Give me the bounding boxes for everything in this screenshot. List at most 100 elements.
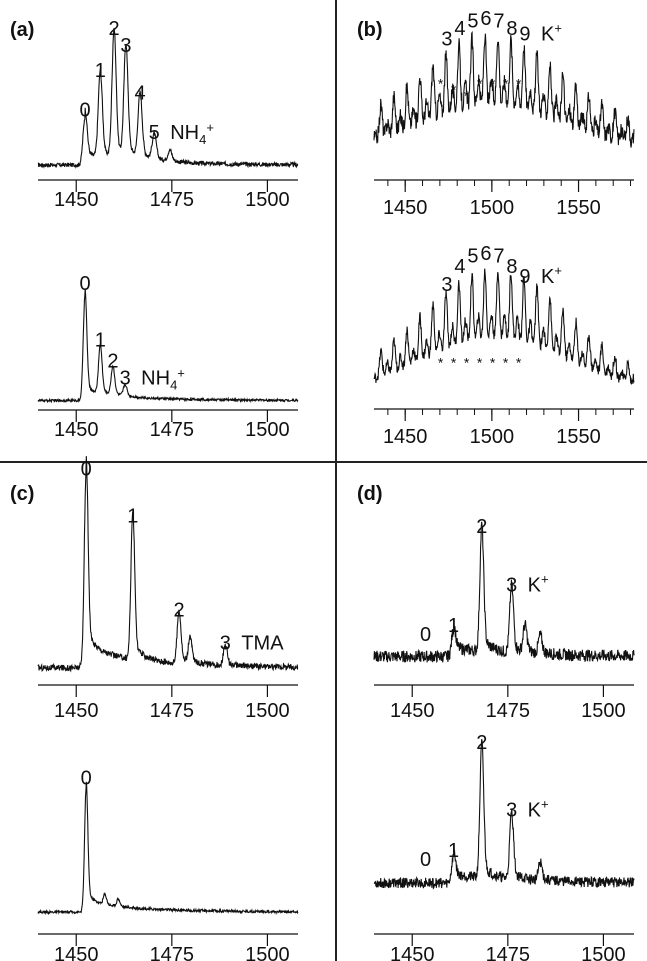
series-line bbox=[37, 781, 299, 916]
series-line bbox=[373, 521, 635, 664]
peak-label: 1 bbox=[448, 840, 459, 862]
panel-label-d: (d) bbox=[357, 483, 383, 505]
series-line bbox=[37, 288, 299, 404]
peak-label: 2 bbox=[107, 350, 118, 372]
peak-label: 0 bbox=[79, 273, 90, 295]
series-line bbox=[373, 30, 635, 148]
peak-label: 3 bbox=[220, 633, 231, 655]
series-line bbox=[37, 456, 299, 673]
peak-label: 0 bbox=[420, 624, 431, 646]
x-tick-label: 1450 bbox=[390, 944, 435, 961]
peak-label: 8 bbox=[506, 18, 517, 40]
peak-label: 5 bbox=[467, 10, 478, 32]
peak-label: 3 bbox=[441, 274, 452, 296]
peak-label: 1 bbox=[95, 330, 106, 352]
x-tick-label: 1500 bbox=[581, 944, 626, 961]
asterisk-mark: * bbox=[464, 355, 470, 371]
x-tick-label: 1475 bbox=[150, 944, 195, 961]
ion-label: TMA bbox=[241, 633, 284, 655]
x-tick-label: 1500 bbox=[245, 419, 290, 441]
ion-label: K+ bbox=[528, 572, 549, 597]
asterisk-mark: * bbox=[451, 355, 457, 371]
spectrum-d-top: 1450 1475 1500 0 1 2 3 K+ bbox=[373, 516, 635, 722]
peak-label: 0 bbox=[79, 99, 90, 121]
ion-label: K+ bbox=[528, 797, 549, 822]
ion-label: NH4+ bbox=[170, 120, 214, 147]
panel-label-b: (b) bbox=[357, 19, 383, 41]
peak-label: 3 bbox=[506, 800, 517, 822]
peak-label: 3 bbox=[120, 368, 131, 390]
x-tick-label: 1450 bbox=[54, 189, 99, 211]
peak-label: 7 bbox=[493, 10, 504, 32]
peak-label: 3 bbox=[441, 29, 452, 51]
x-tick-label: 1500 bbox=[470, 197, 515, 219]
x-tick-label: 1500 bbox=[245, 700, 290, 722]
ion-label: NH4+ bbox=[141, 366, 185, 393]
panel-label-c: (c) bbox=[10, 483, 34, 505]
ion-label: K+ bbox=[541, 263, 562, 288]
panel-label-a: (a) bbox=[10, 19, 34, 41]
x-tick-label: 1550 bbox=[556, 426, 601, 448]
peak-label: 8 bbox=[506, 256, 517, 278]
peak-label: 4 bbox=[135, 83, 146, 105]
peak-label: 5 bbox=[467, 245, 478, 267]
asterisk-mark: * bbox=[503, 355, 509, 371]
x-tick-label: 1550 bbox=[556, 197, 601, 219]
x-tick-label: 1450 bbox=[390, 700, 435, 722]
x-tick-label: 1475 bbox=[486, 700, 531, 722]
x-tick-label: 1475 bbox=[150, 700, 195, 722]
spectrum-a-bottom: 1450 1475 1500 0 123 NH4+ bbox=[37, 273, 299, 441]
spectrum-b-top: 1450 1500 1550 3 4 5 6 7 8 9 * * * * * * * K+ bbox=[373, 8, 635, 219]
peak-label: 4 bbox=[454, 18, 465, 40]
peak-label: 9 bbox=[519, 23, 530, 45]
asterisk-mark: * bbox=[516, 75, 522, 91]
asterisk-mark: * bbox=[451, 81, 457, 97]
peak-label: 2 bbox=[476, 516, 487, 538]
spectrum-d-bottom: 1450 1475 1500 0 1 2 3 K+ bbox=[373, 732, 635, 961]
x-tick-label: 1475 bbox=[486, 944, 531, 961]
peak-label: 4 bbox=[454, 256, 465, 278]
asterisk-mark: * bbox=[477, 355, 483, 371]
peak-label: 2 bbox=[109, 18, 120, 40]
series-line bbox=[373, 268, 635, 385]
peak-label: 3 bbox=[120, 35, 131, 57]
peak-label: 0 bbox=[81, 768, 92, 790]
peak-label: 0 bbox=[81, 458, 92, 480]
ion-label: K+ bbox=[541, 20, 562, 45]
peak-label: 6 bbox=[480, 243, 491, 265]
peak-label: 3 bbox=[506, 575, 517, 597]
spectrum-b-bottom: 1450 1500 1550 34 5 6 7 8 9 * * * * * * * K+ bbox=[373, 243, 635, 448]
x-tick-label: 1450 bbox=[54, 419, 99, 441]
asterisk-mark: * bbox=[490, 75, 496, 91]
x-tick-label: 1500 bbox=[581, 700, 626, 722]
series-line bbox=[37, 27, 299, 170]
spectrum-c-top: 1450 1475 1500 0 1 2 3 TMA bbox=[37, 456, 299, 722]
x-tick-label: 1450 bbox=[383, 426, 428, 448]
peak-label: 0 bbox=[420, 849, 431, 871]
asterisk-mark: * bbox=[464, 87, 470, 103]
x-tick-label: 1500 bbox=[245, 944, 290, 961]
series-line bbox=[373, 738, 635, 890]
peak-label: 1 bbox=[95, 60, 106, 82]
asterisk-mark: * bbox=[438, 75, 444, 91]
x-tick-label: 1450 bbox=[54, 700, 99, 722]
peak-label: 7 bbox=[493, 245, 504, 267]
peak-label: 9 bbox=[519, 266, 530, 288]
peak-label: 2 bbox=[174, 600, 185, 622]
asterisk-mark: * bbox=[438, 355, 444, 371]
asterisk-mark: * bbox=[516, 355, 522, 371]
asterisk-mark: * bbox=[503, 75, 509, 91]
x-tick-label: 1475 bbox=[150, 419, 195, 441]
peak-label: 2 bbox=[476, 732, 487, 754]
x-tick-label: 1450 bbox=[54, 944, 99, 961]
x-tick-label: 1450 bbox=[383, 197, 428, 219]
x-tick-label: 1500 bbox=[245, 189, 290, 211]
peak-label: 1 bbox=[448, 615, 459, 637]
x-tick-label: 1475 bbox=[150, 189, 195, 211]
x-tick-label: 1500 bbox=[470, 426, 515, 448]
spectrum-c-bottom: 1450 1475 1500 0 bbox=[37, 768, 299, 961]
peak-label: 6 bbox=[480, 8, 491, 30]
peak-label: 1 bbox=[127, 505, 138, 527]
